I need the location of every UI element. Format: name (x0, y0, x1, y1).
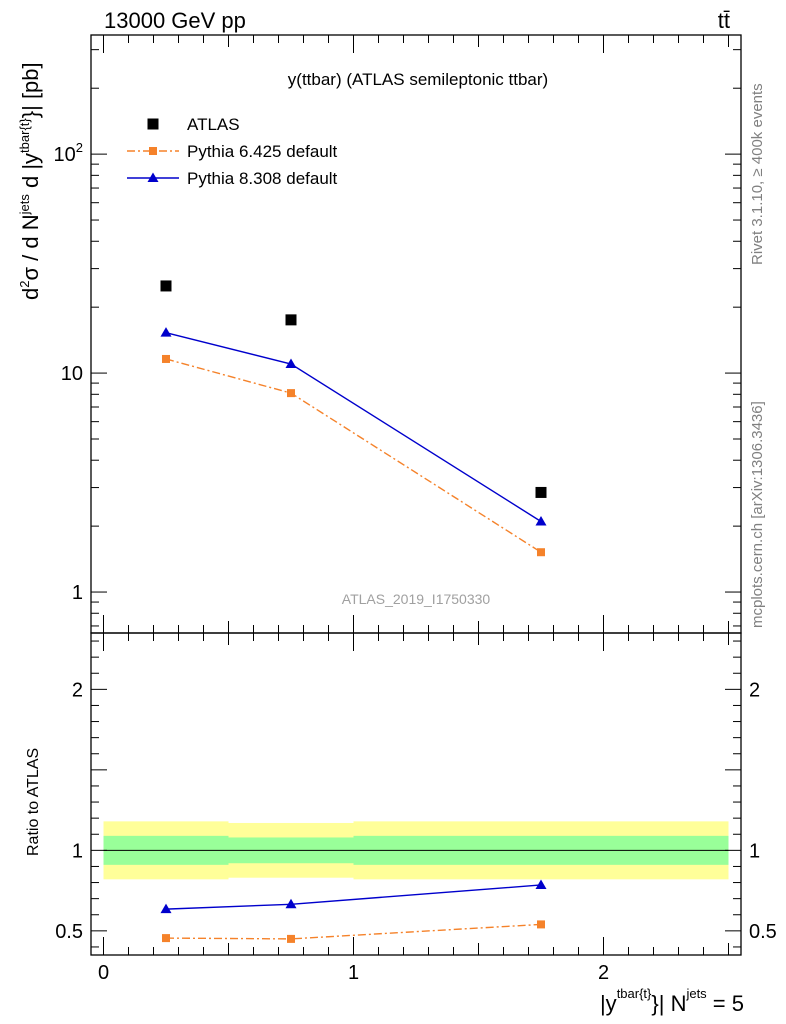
main-point-pythia8-1 (285, 358, 297, 369)
main-ylabel: d2σ / d Njets d |ytbar{t}}| [pb] (17, 62, 43, 300)
axes-layer: 1 10 102 0.5 0.5 1 1 2 2 0 1 2 (54, 34, 777, 984)
main-point-data-0 (160, 280, 172, 292)
main-ytick-label-2: 102 (54, 140, 83, 166)
ratio-point-pythia8-1 (285, 898, 297, 909)
ratio-point-pythia6-0 (162, 934, 170, 943)
legend-label-data: ATLAS (187, 115, 240, 134)
main-series-line-pythia8 (165, 331, 542, 523)
main-point-data-2 (535, 486, 547, 498)
main-point-pythia6-1 (287, 389, 295, 398)
ratio-ytick-label-0: 0.5 (55, 921, 83, 943)
main-ytick-label-0: 1 (72, 582, 83, 604)
main-point-pythia6-2 (537, 548, 545, 557)
legend: ATLAS Pythia 6.425 default Pythia 8.308 de… (127, 115, 338, 188)
main-title: y(ttbar) (ATLAS semileptonic ttbar) (288, 70, 548, 89)
legend-label-pythia6: Pythia 6.425 default (187, 142, 338, 161)
main-series-line-pythia6 (165, 358, 542, 553)
legend-marker-pythia6 (149, 147, 157, 155)
main-ytick-label-exponent: 2 (76, 140, 83, 155)
main-point-pythia8-2 (535, 515, 547, 526)
ratio-point-pythia6-1 (287, 934, 295, 943)
main-point-pythia8-0 (160, 327, 172, 337)
ratio-ylabel: Ratio to ATLAS (25, 748, 42, 856)
ratio-ytick-label-1: 1 (72, 840, 83, 862)
ratio-xlabel: |ytbar{t}}| Njets = 5 (600, 986, 744, 1016)
ratio-ytick-label-right-1: 1 (749, 840, 760, 862)
xtick-label-1: 1 (348, 962, 359, 984)
ratio-series-line-pythia6 (165, 923, 542, 940)
legend-marker-pythia8 (147, 172, 159, 182)
ratio-ytick-label-right-2: 2 (749, 679, 760, 701)
ratio-series-line-pythia8 (165, 884, 542, 910)
ratio-point-pythia8-2 (535, 879, 547, 889)
header-energy-label: 13000 GeV pp (104, 8, 246, 33)
ratio-point-pythia8-0 (160, 903, 172, 914)
legend-marker-data (147, 118, 159, 130)
ratio-ytick-label-2: 2 (72, 679, 83, 701)
mcplots-reference-label: mcplots.cern.ch [arXiv:1306.3436] (749, 401, 766, 628)
legend-label-pythia8: Pythia 8.308 default (187, 169, 338, 188)
main-point-data-1 (285, 314, 297, 326)
xtick-label-0: 0 (98, 962, 109, 984)
ratio-ytick-label-right-0: 0.5 (749, 921, 777, 943)
xtick-label-2: 2 (598, 962, 609, 984)
ratio-frame (90, 632, 742, 956)
main-ytick-label-1: 10 (61, 363, 83, 385)
series-layer (160, 280, 547, 943)
rivet-version-label: Rivet 3.1.10, ≥ 400k events (749, 83, 766, 265)
analysis-watermark: ATLAS_2019_I1750330 (342, 591, 491, 607)
ratio-point-pythia6-2 (537, 920, 545, 929)
main-point-pythia6-0 (162, 354, 170, 363)
header-process-label: tt̄ (718, 8, 730, 33)
